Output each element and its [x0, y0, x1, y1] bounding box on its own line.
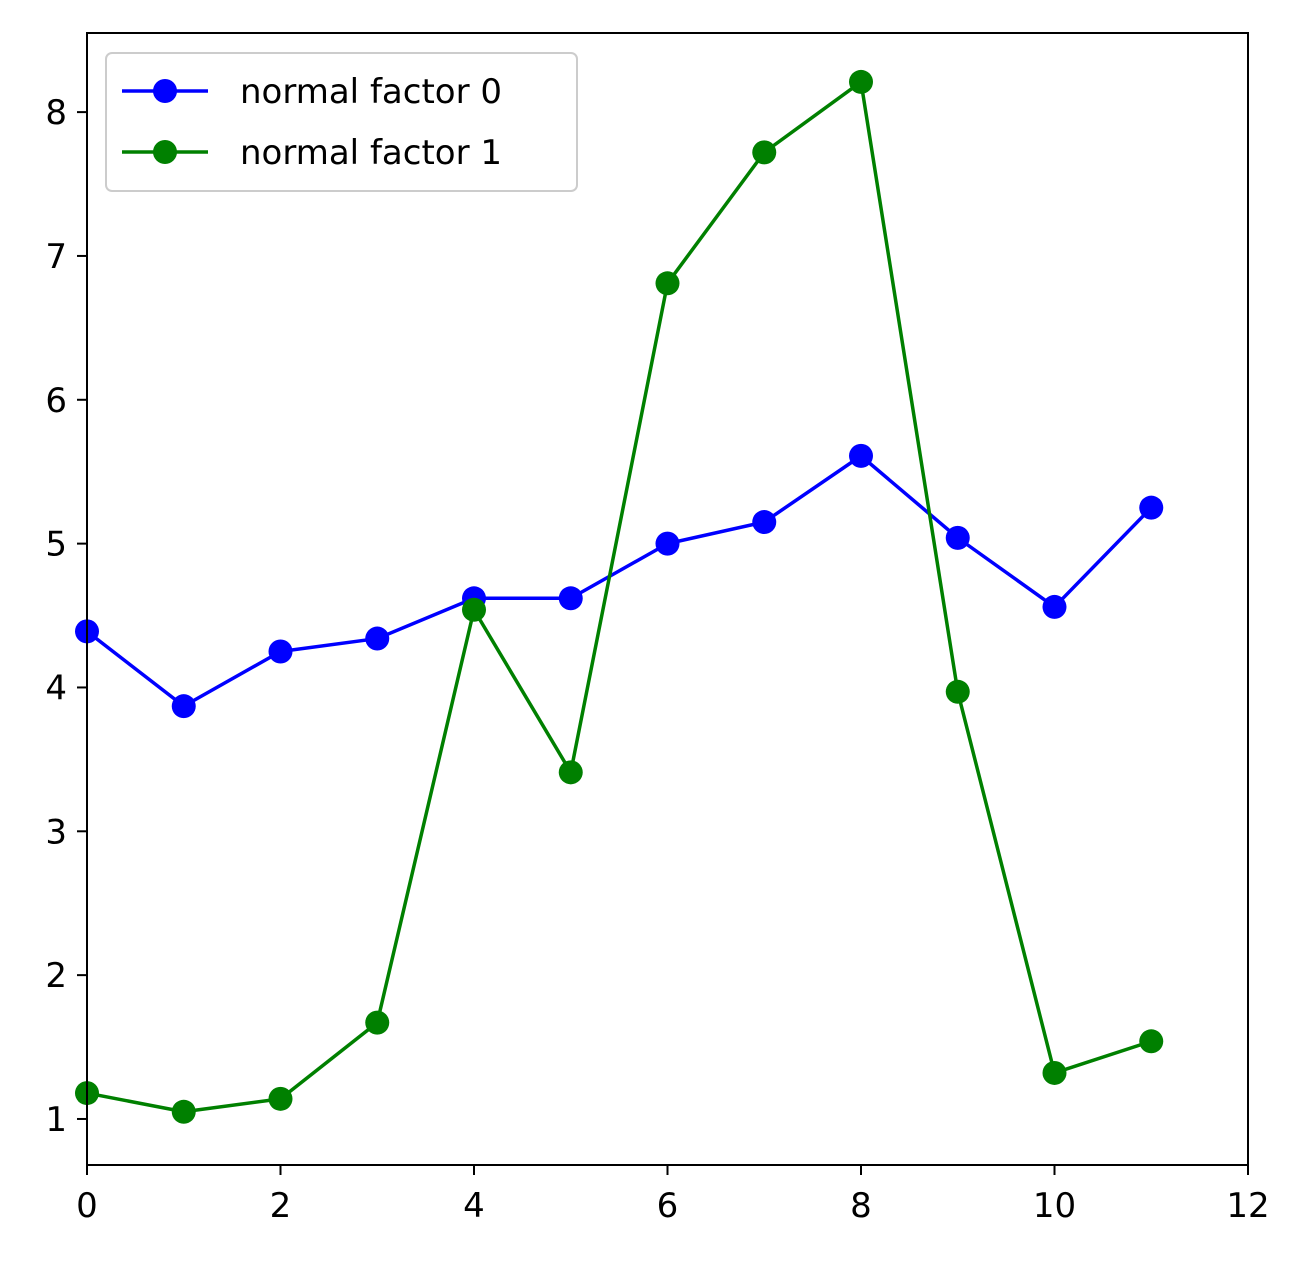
x-tick-label: 8 — [850, 1186, 872, 1226]
data-point — [268, 639, 293, 664]
legend-marker — [153, 140, 177, 164]
y-tick-label: 5 — [45, 525, 67, 565]
y-tick-label: 8 — [45, 93, 67, 133]
legend-label: normal factor 1 — [240, 133, 502, 173]
data-point — [945, 679, 970, 704]
y-axis: 1 2 3 4 5 6 7 8 — [45, 93, 87, 1140]
y-tick-label: 1 — [45, 1100, 67, 1140]
legend: normal factor 0 normal factor 1 — [105, 52, 578, 192]
x-tick-label: 10 — [1033, 1186, 1076, 1226]
y-tick-label: 2 — [45, 956, 67, 996]
y-tick-label: 6 — [45, 381, 67, 421]
x-tick-label: 0 — [76, 1186, 98, 1226]
data-point — [558, 760, 583, 785]
data-point — [752, 510, 777, 535]
x-tick-label: 6 — [657, 1186, 679, 1226]
legend-marker — [153, 79, 177, 103]
series-line-0 — [85, 454, 1153, 708]
x-tick-label: 12 — [1226, 1186, 1269, 1226]
y-tick-label: 4 — [45, 668, 67, 708]
data-point — [365, 1010, 390, 1035]
data-point — [558, 586, 583, 611]
data-point — [655, 271, 680, 296]
data-point — [171, 694, 196, 719]
series-line-1 — [86, 80, 1152, 1114]
data-point — [1042, 1060, 1067, 1085]
data-point — [849, 443, 873, 468]
legend-box — [105, 52, 578, 192]
data-point — [945, 525, 970, 550]
series-lines — [85, 80, 1153, 1114]
data-point — [365, 626, 390, 651]
x-tick-label: 2 — [270, 1186, 292, 1226]
data-point — [171, 1099, 196, 1124]
legend-label: normal factor 0 — [240, 72, 502, 112]
data-point — [1139, 495, 1164, 520]
y-tick-label: 3 — [45, 812, 67, 852]
data-point — [1139, 1029, 1164, 1054]
data-point — [268, 1086, 293, 1111]
data-point — [849, 69, 873, 94]
data-point — [462, 597, 486, 622]
plot-area-frame — [86, 32, 1249, 1166]
data-point — [655, 531, 680, 556]
series-markers — [75, 69, 1164, 1124]
data-point — [1042, 594, 1067, 619]
y-tick-label: 7 — [45, 237, 67, 277]
x-axis: 0 2 4 6 8 10 12 — [76, 1165, 1270, 1226]
data-point — [752, 140, 777, 165]
x-tick-label: 4 — [463, 1186, 485, 1226]
